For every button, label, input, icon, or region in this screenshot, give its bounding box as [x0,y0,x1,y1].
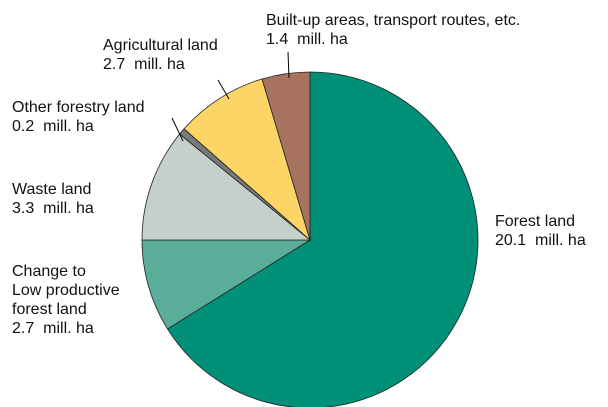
pie-slice [166,71,479,407]
pie-slice [141,239,312,330]
category-label: Other forestry land [12,99,145,116]
value-label: 20.1 mill. ha [495,232,586,249]
leader-line [217,79,230,100]
pie-slice [261,71,311,241]
slice-label: Other forestry land 0.2 mill. ha [12,98,145,136]
category-label: Agricultural land [103,37,218,54]
category-label: Waste land [12,181,92,198]
slice-label: Agricultural land 2.7 mill. ha [103,36,218,74]
pie-slice [141,133,312,241]
category-label: Forest land [495,213,576,230]
slice-label: Change to Low productive forest land 2.7 … [12,262,120,338]
value-label: 0.2 mill. ha [12,118,94,135]
value-label: 3.3 mill. ha [12,200,94,217]
category-label: Built-up areas, transport routes, etc. [266,12,521,29]
value-label: 2.7 mill. ha [103,56,185,73]
slice-label: Built-up areas, transport routes, etc. 1.… [266,11,520,49]
slice-label: Waste land 3.3 mill. ha [12,180,94,218]
slice-label: Forest land 20.1 mill. ha [495,212,586,250]
leader-line [287,51,290,79]
leader-line [171,117,184,142]
value-label: 2.7 mill. ha [12,320,94,337]
value-label: 1.4 mill. ha [266,31,348,48]
pie-slice [183,78,311,242]
category-label: Change to Low productive forest land [12,263,120,318]
